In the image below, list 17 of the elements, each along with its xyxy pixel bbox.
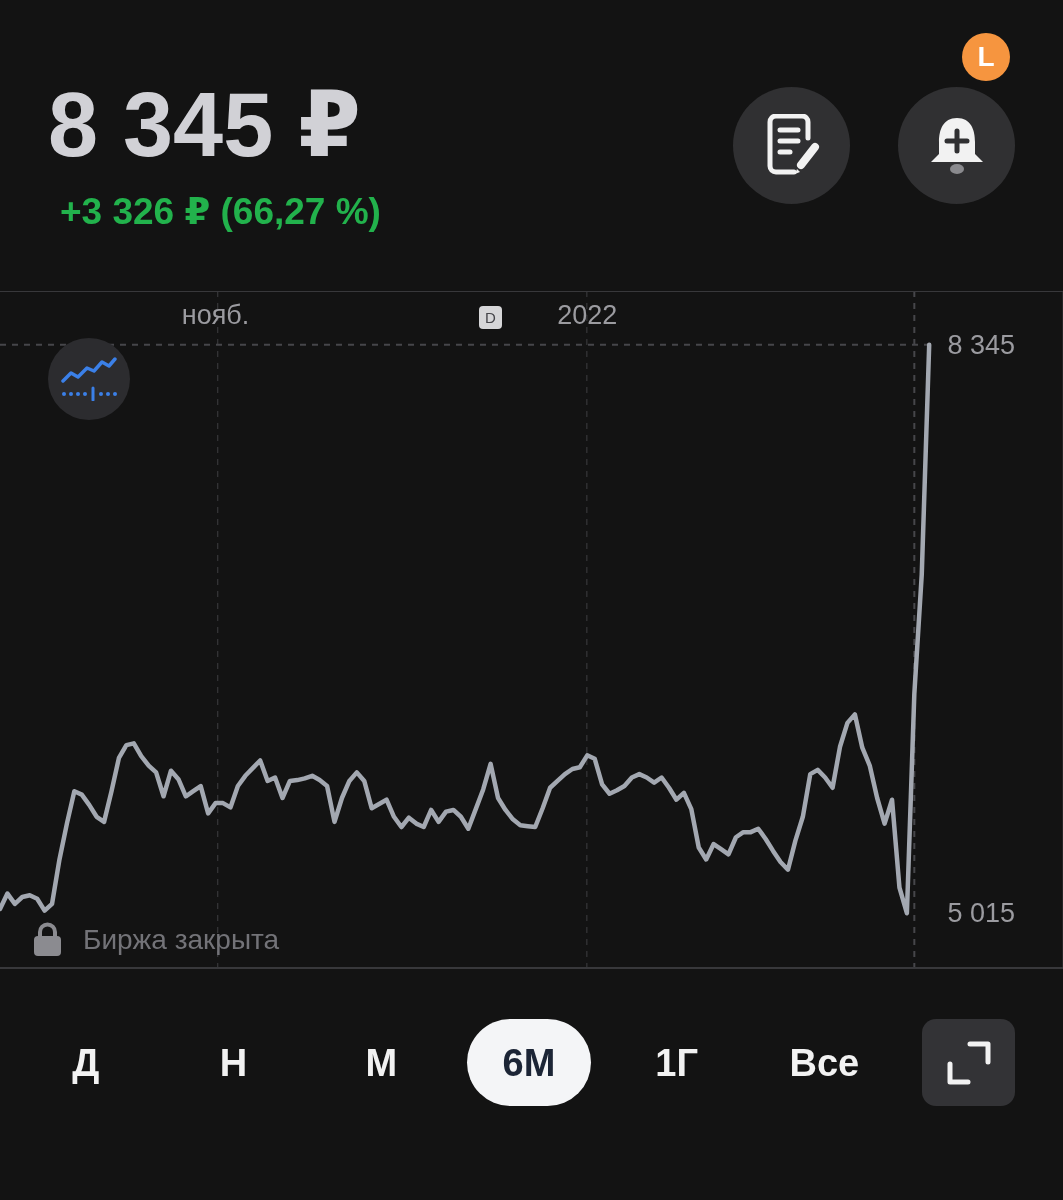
annotation: Биржа закрыта [83, 924, 280, 955]
text: 1Г [655, 1041, 698, 1084]
x-tick-label: 2022 [557, 300, 618, 330]
chart-title: 8 345 ₽ [48, 75, 361, 175]
y-tick-label: 8 345 [947, 329, 1015, 360]
text: Н [219, 1041, 248, 1084]
selected-pill: 6М [466, 1019, 591, 1106]
tag: D [479, 306, 502, 329]
text: Д [72, 1041, 100, 1084]
line-series [0, 342, 932, 916]
text: М [365, 1041, 398, 1084]
y-tick-label: 5 015 [947, 898, 1015, 929]
x-tick-label: нояб. [181, 300, 250, 330]
text: Все [789, 1041, 860, 1084]
annotation: D [485, 309, 496, 326]
badge: L [962, 33, 1010, 81]
chart-subtitle: +3 326 ₽ (66,27 %) [60, 191, 381, 232]
